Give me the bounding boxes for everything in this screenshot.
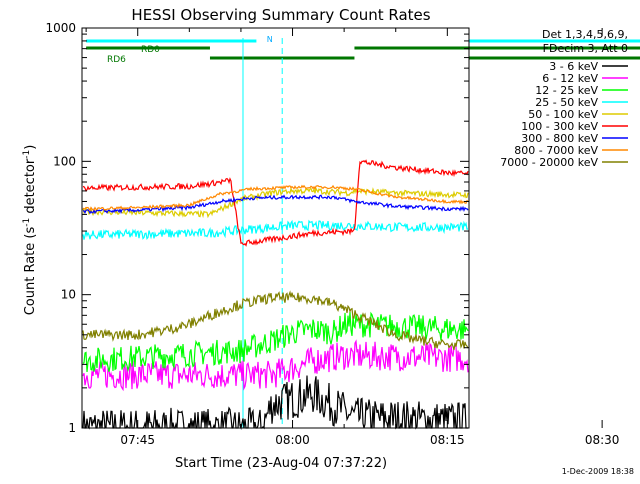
legend-header-line-1: Det 1,3,4,5,6,9,	[542, 28, 628, 41]
x-tick-label-1: 07:45	[120, 433, 155, 447]
series-line-3	[82, 311, 469, 373]
y-tick-label-3: 100	[53, 154, 76, 168]
series-line-6	[82, 159, 469, 247]
y-label-end: )	[23, 145, 38, 150]
y-tick-label-2: 10	[61, 288, 76, 302]
y-axis-label: Count Rate (s-1 detector-1)	[22, 145, 38, 316]
legend-label-2: 6 - 12 keV	[542, 72, 598, 85]
legend-label-3: 12 - 25 keV	[535, 84, 598, 97]
y-tick-label-4: 1000	[45, 21, 76, 35]
series-line-9	[82, 290, 469, 351]
series-lines	[82, 159, 469, 431]
legend-label-7: 300 - 800 keV	[521, 132, 598, 145]
series-line-1	[82, 375, 468, 431]
state-bar-2-label: RD0	[141, 45, 160, 55]
series-line-5	[82, 186, 469, 219]
legend-label-9: 7000 - 20000 keV	[500, 156, 598, 169]
y-label-sup-2: -1	[22, 150, 32, 159]
x-tick-label-4: 08:30	[585, 433, 620, 447]
legend-label-5: 50 - 100 keV	[528, 108, 598, 121]
legend-label-8: 800 - 7000 keV	[514, 144, 598, 157]
y-tick-label-1: 1	[68, 421, 76, 435]
legend-label-6: 100 - 300 keV	[521, 120, 598, 133]
x-tick-label-3: 08:15	[430, 433, 465, 447]
axis-ticks: 07:4508:0008:1508:3008:4509:0009:1511010…	[45, 21, 620, 447]
plot-frame	[81, 27, 470, 429]
timestamp: 1-Dec-2009 18:38	[562, 467, 634, 476]
x-axis-label: Start Time (23-Aug-04 07:37:22)	[175, 456, 387, 471]
series-line-2	[82, 339, 469, 392]
legend: Det 1,3,4,5,6,9, FDecim 3, Att 0 3 - 6 k…	[500, 28, 628, 169]
state-marker-1: N	[267, 35, 273, 44]
legend-header-line-2: FDecim 3, Att 0	[543, 42, 628, 55]
legend-label-4: 25 - 50 keV	[535, 96, 598, 109]
series-line-7	[83, 194, 469, 215]
series-line-4	[82, 219, 469, 240]
chart-title: HESSI Observing Summary Count Rates	[131, 6, 430, 24]
y-label-mid: detector	[23, 158, 38, 218]
y-label-sup-1: -1	[22, 218, 32, 227]
series-line-8	[82, 184, 469, 212]
y-label-base: Count Rate (s	[23, 227, 38, 316]
legend-label-1: 3 - 6 keV	[549, 60, 598, 73]
state-bar-3-label: RD6	[107, 55, 126, 65]
x-tick-label-2: 08:00	[275, 433, 310, 447]
